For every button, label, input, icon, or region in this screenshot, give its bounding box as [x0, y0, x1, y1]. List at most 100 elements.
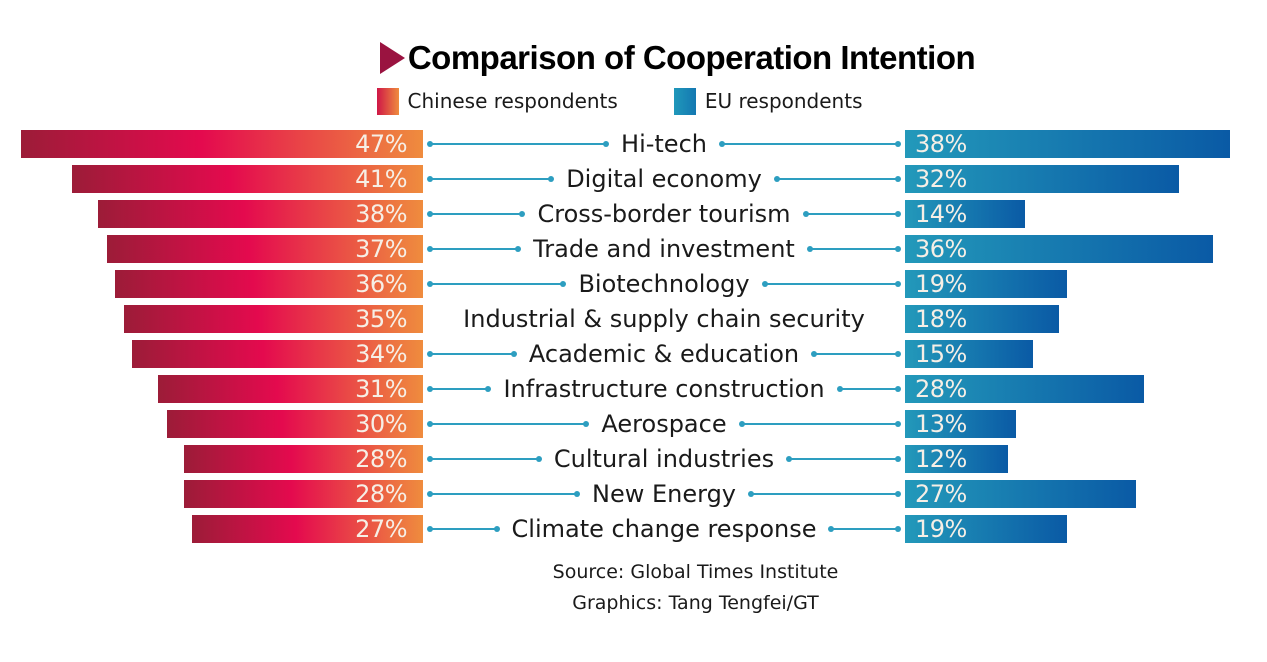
chinese-value-label: 38%	[355, 200, 407, 228]
eu-bar: 13%	[905, 410, 1017, 438]
eu-value-label: 13%	[915, 410, 967, 438]
connector-line-left	[426, 246, 522, 252]
chinese-bar: 31%	[157, 375, 423, 403]
legend-item-chinese: Chinese respondents	[376, 87, 618, 115]
chinese-bar: 41%	[72, 165, 423, 193]
connector-line-right	[802, 211, 902, 217]
connector-line-left	[426, 421, 590, 427]
connector-line-right	[786, 456, 901, 462]
category-label: Hi-tech	[621, 130, 707, 158]
chinese-value-label: 31%	[355, 375, 407, 403]
eu-bar: 18%	[905, 305, 1059, 333]
chinese-bar: 30%	[166, 410, 423, 438]
chinese-bar-area: 36%	[0, 270, 423, 298]
chart-row: 38% Cross-border tourism 14%	[0, 200, 1267, 228]
title-row: Comparison of Cooperation Intention	[44, 36, 1267, 80]
connector-line-left	[426, 386, 492, 392]
connector-line-right	[828, 526, 901, 532]
connector-line-right	[718, 141, 902, 147]
category-label: Cross-border tourism	[537, 200, 791, 228]
legend-label-eu: EU respondents	[704, 89, 863, 113]
eu-bar: 19%	[905, 515, 1068, 543]
legend: Chinese respondents EU respondents	[0, 87, 1253, 115]
eu-bar: 12%	[905, 445, 1008, 473]
category-label: New Energy	[592, 480, 736, 508]
category-label: Biotechnology	[578, 270, 750, 298]
category-area: Infrastructure construction	[423, 375, 905, 403]
bar-chart: 47% Hi-tech 38% 41% Digital economy 3	[0, 130, 1267, 543]
category-area: Hi-tech	[423, 130, 905, 158]
eu-bar: 14%	[905, 200, 1025, 228]
category-label: Industrial & supply chain security	[463, 305, 865, 333]
chart-row: 34% Academic & education 15%	[0, 340, 1267, 368]
category-label: Digital economy	[566, 165, 762, 193]
connector-line-right	[748, 491, 901, 497]
connector-line-left	[427, 351, 517, 357]
chinese-bar: 28%	[183, 445, 423, 473]
eu-bar-area: 28%	[905, 375, 1267, 403]
eu-bar-area: 38%	[905, 130, 1267, 158]
category-area: Aerospace	[423, 410, 905, 438]
eu-swatch-icon	[673, 87, 696, 115]
chinese-value-label: 41%	[355, 165, 407, 193]
eu-bar: 38%	[905, 130, 1230, 158]
chart-row: 37% Trade and investment 36%	[0, 235, 1267, 263]
eu-bar-area: 32%	[905, 165, 1267, 193]
chinese-swatch-icon	[376, 87, 399, 115]
chart-row: 31% Infrastructure construction 28%	[0, 375, 1267, 403]
connector-line-left	[427, 526, 500, 532]
category-label: Aerospace	[601, 410, 727, 438]
eu-bar: 27%	[905, 480, 1136, 508]
eu-bar-area: 14%	[905, 200, 1267, 228]
credit-text: Graphics: Tang Tengfei/GT	[572, 592, 819, 614]
chinese-bar: 34%	[132, 340, 423, 368]
chinese-bar: 38%	[98, 200, 423, 228]
chinese-bar-area: 35%	[0, 305, 423, 333]
chinese-bar-area: 38%	[0, 200, 423, 228]
page-title: Comparison of Cooperation Intention	[407, 39, 976, 76]
eu-value-label: 19%	[915, 515, 967, 543]
eu-bar: 28%	[905, 375, 1145, 403]
eu-bar-area: 19%	[905, 270, 1267, 298]
connector-line-right	[806, 246, 902, 252]
footer: Source: Global Times Institute Graphics:…	[62, 557, 1267, 619]
connector-line-left	[427, 456, 542, 462]
category-label: Climate change response	[511, 515, 817, 543]
chinese-bar-area: 37%	[0, 235, 423, 263]
eu-value-label: 32%	[915, 165, 967, 193]
legend-label-chinese: Chinese respondents	[407, 89, 618, 113]
connector-line-left	[426, 211, 526, 217]
connector-line-right	[836, 386, 902, 392]
eu-value-label: 12%	[915, 445, 967, 473]
eu-bar-area: 18%	[905, 305, 1267, 333]
eu-bar-area: 15%	[905, 340, 1267, 368]
connector-line-left	[426, 176, 555, 182]
chart-row: 27% Climate change response 19%	[0, 515, 1267, 543]
category-area: Cultural industries	[423, 445, 905, 473]
chinese-bar-area: 41%	[0, 165, 423, 193]
chinese-bar-area: 30%	[0, 410, 423, 438]
category-label: Infrastructure construction	[503, 375, 825, 403]
eu-bar: 15%	[905, 340, 1034, 368]
eu-bar: 36%	[905, 235, 1213, 263]
category-label: Trade and investment	[533, 235, 795, 263]
category-area: Biotechnology	[423, 270, 905, 298]
eu-bar: 19%	[905, 270, 1068, 298]
chinese-value-label: 36%	[355, 270, 407, 298]
category-area: Trade and investment	[423, 235, 905, 263]
chinese-bar: 47%	[21, 130, 423, 158]
eu-value-label: 19%	[915, 270, 967, 298]
eu-bar-area: 36%	[905, 235, 1267, 263]
connector-line-left	[426, 141, 610, 147]
eu-value-label: 28%	[915, 375, 967, 403]
chinese-value-label: 28%	[355, 445, 407, 473]
connector-line-right	[811, 351, 901, 357]
eu-bar: 32%	[905, 165, 1179, 193]
chinese-bar: 28%	[183, 480, 423, 508]
connector-line-left	[427, 491, 580, 497]
chinese-value-label: 27%	[355, 515, 407, 543]
chinese-bar: 35%	[123, 305, 423, 333]
eu-value-label: 27%	[915, 480, 967, 508]
eu-value-label: 15%	[915, 340, 967, 368]
